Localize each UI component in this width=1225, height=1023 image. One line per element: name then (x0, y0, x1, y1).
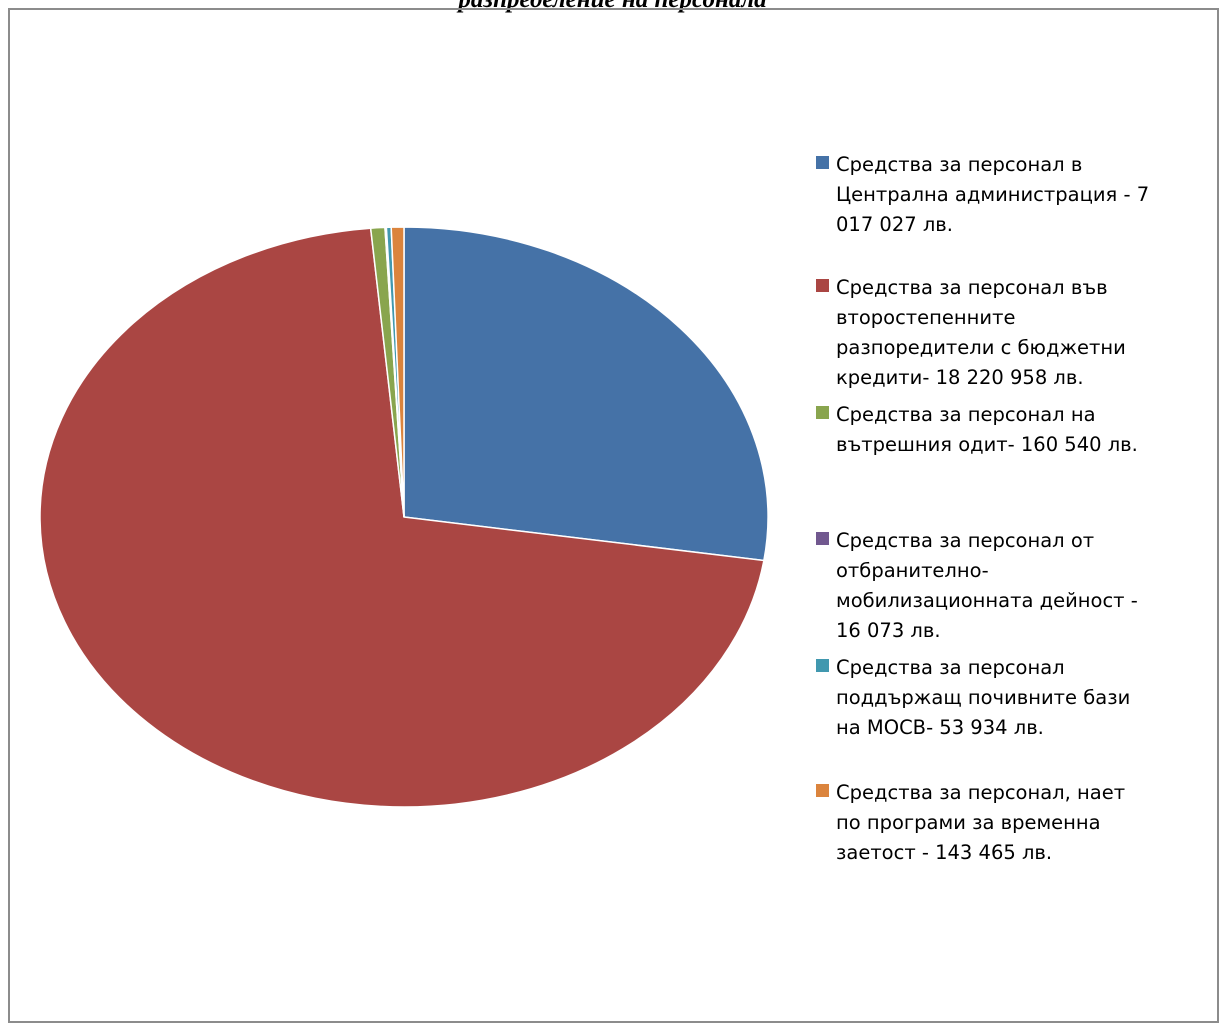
legend-swatch-1 (816, 156, 829, 169)
legend-label-5: Средства за персонал поддържащ почивните… (836, 656, 1131, 739)
legend-swatch-2 (816, 279, 829, 292)
pie-slice-2 (39, 227, 765, 808)
pie-slice-1 (403, 226, 769, 562)
legend-swatch-4 (816, 532, 829, 545)
legend-label-2: Средства за персонал във второстепенните… (836, 276, 1126, 389)
legend-swatch-6 (816, 784, 829, 797)
legend-label-1: Средства за персонал в Централна админис… (836, 153, 1150, 236)
legend-label-4: Средства за персонал от отбранително- мо… (836, 529, 1138, 642)
pie-slice-6 (390, 226, 405, 518)
legend-swatch-3 (816, 406, 829, 419)
legend-label-3: Средства за персонал на вътрешния одит- … (836, 403, 1138, 456)
legend-label-6: Средства за персонал, нает по програми з… (836, 781, 1126, 864)
legend-swatch-5 (816, 659, 829, 672)
